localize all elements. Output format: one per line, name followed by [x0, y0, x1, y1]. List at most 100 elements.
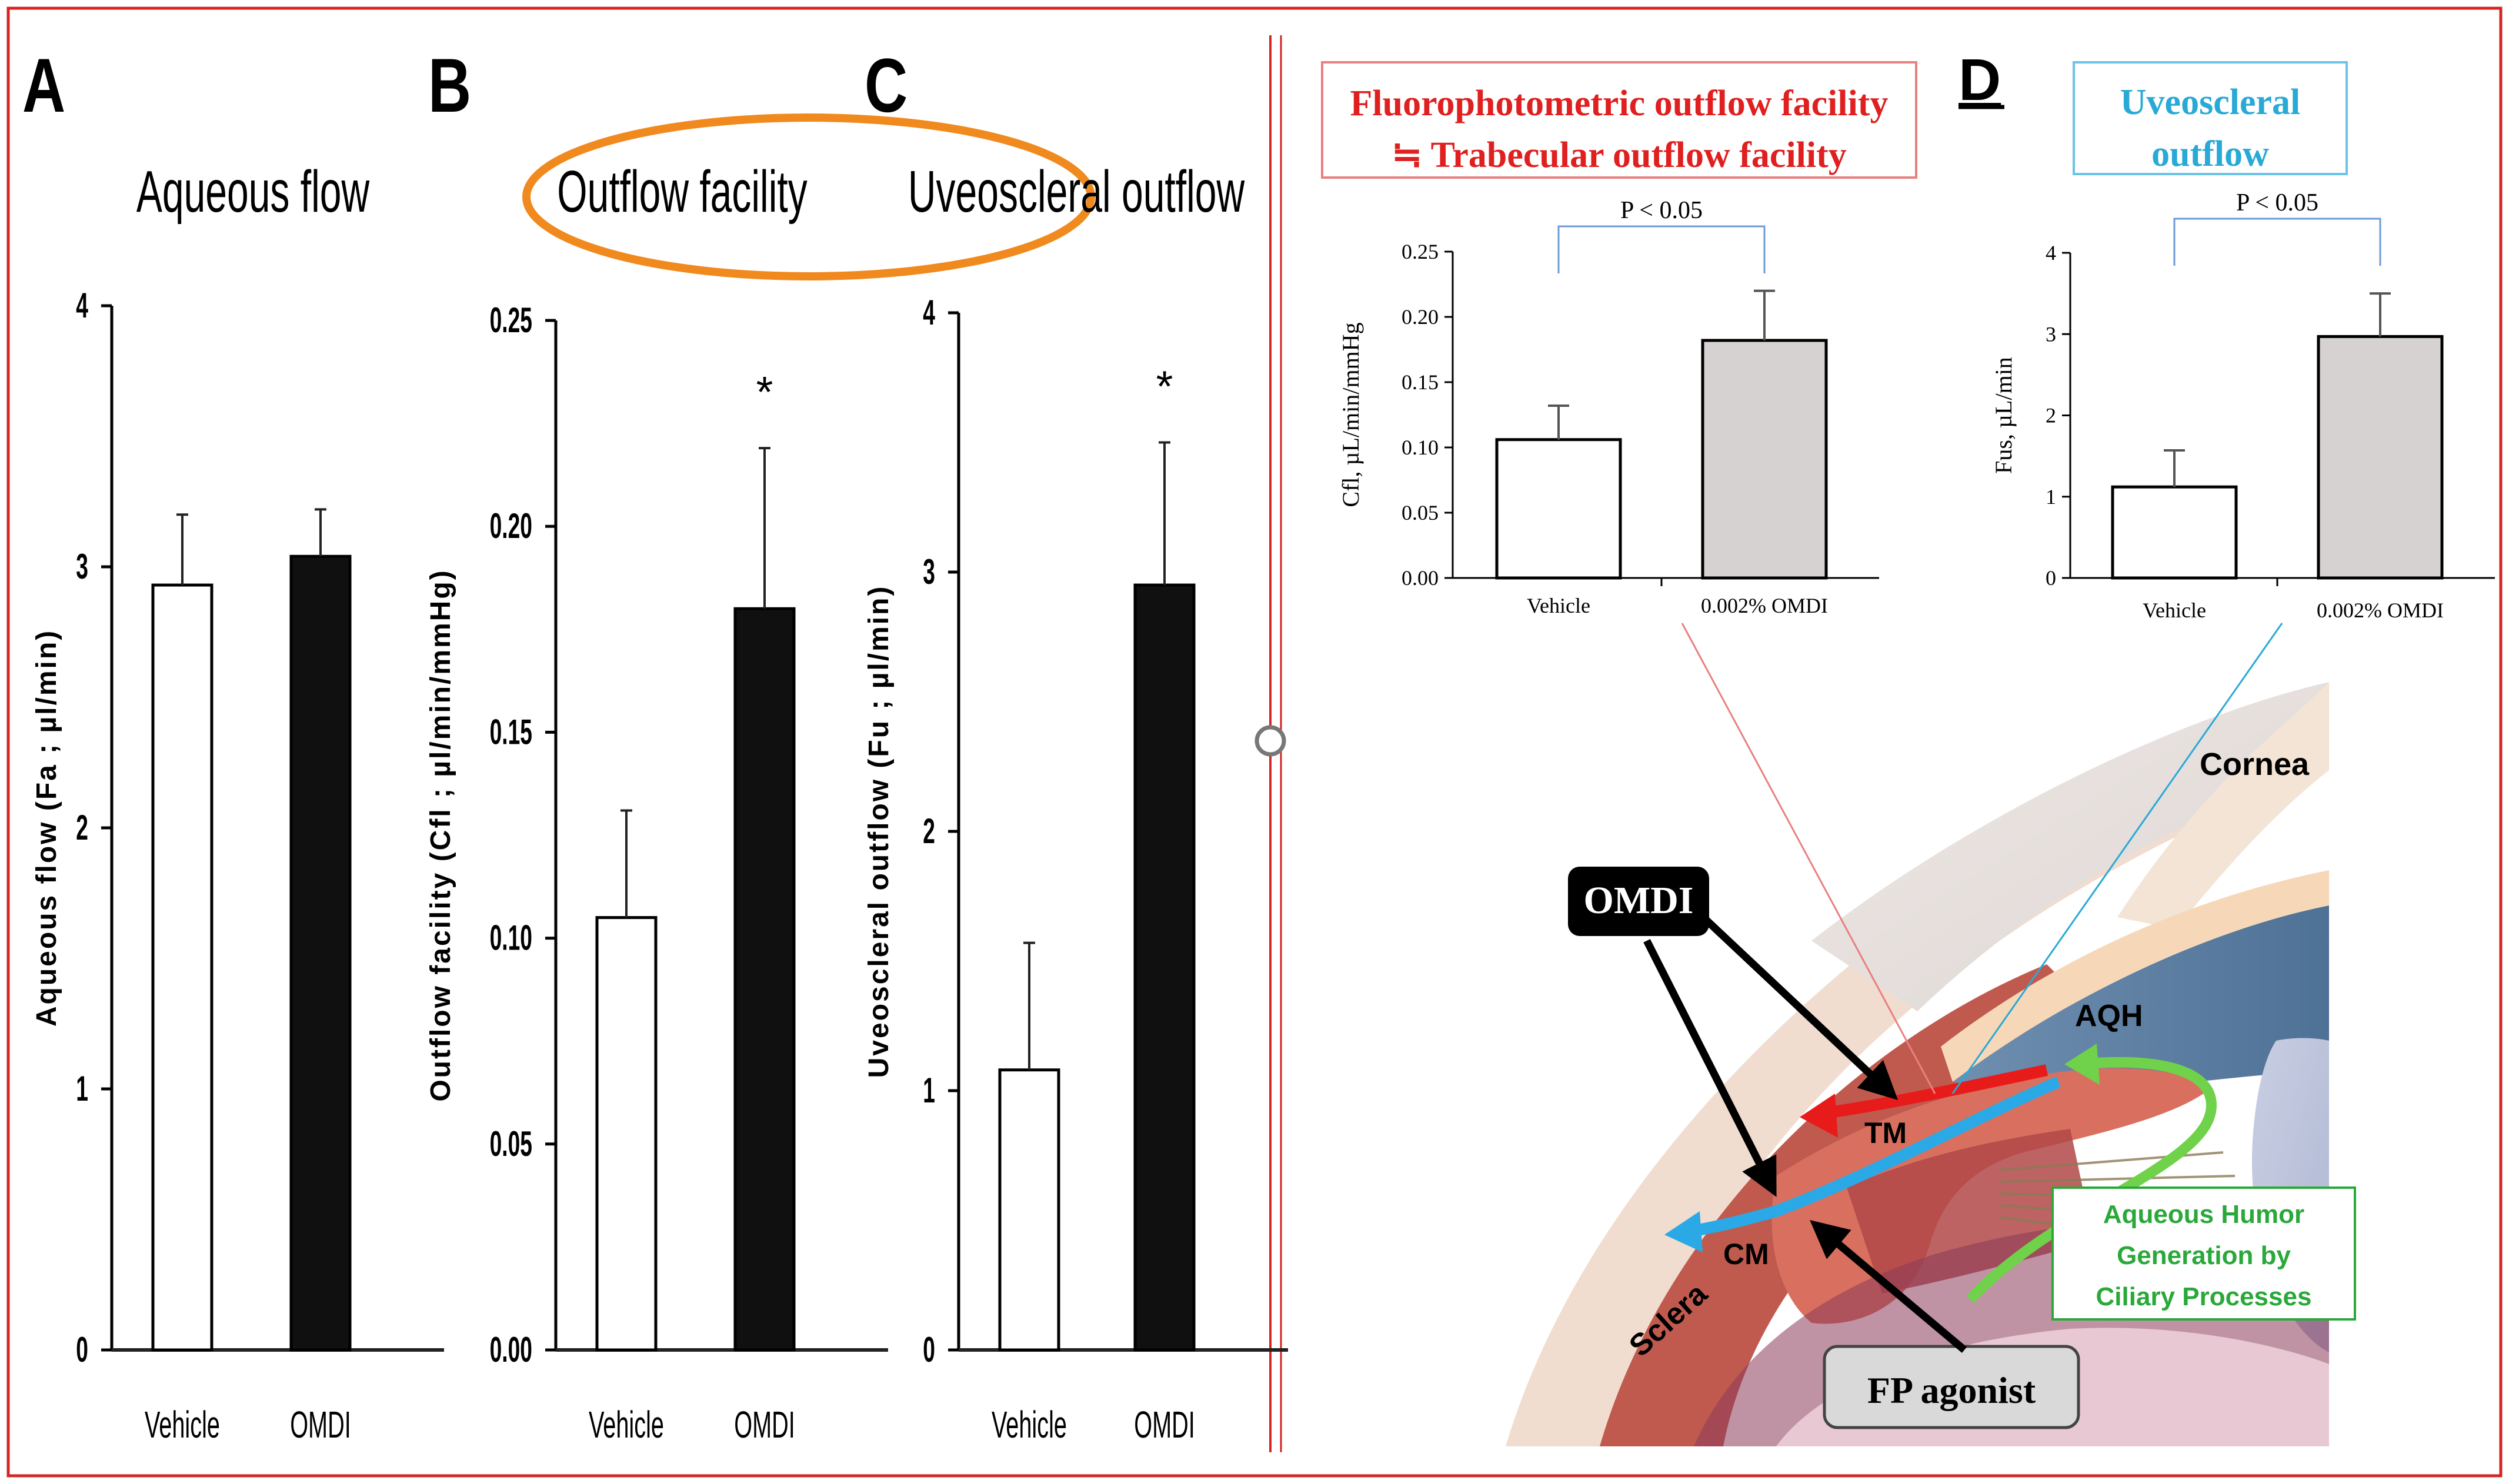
chart-title: Aqueous flow [136, 158, 370, 224]
y-tick-label: 1 [2046, 485, 2056, 509]
y-tick-label: 0.20 [1402, 305, 1439, 329]
bar [998, 1068, 1060, 1352]
chart-title: Uveoscleral outflow [908, 158, 1245, 224]
y-tick-label: 3 [2046, 322, 2056, 346]
blue-arrow-uveoscleral [1687, 1076, 2061, 1238]
uveoscleral-title-line1: Uveoscleral [2120, 82, 2300, 122]
comparison-bracket [1557, 225, 1766, 273]
comparison-bracket [2173, 218, 2381, 266]
x-category-label: 0.002% OMDI [1701, 594, 1828, 617]
y-tick-label: 3 [76, 547, 88, 586]
trabecular-title-line2: ≒ Trabecular outflow facility [1392, 135, 1847, 175]
significance-marker: * [1156, 362, 1173, 411]
bar [2317, 335, 2444, 580]
y-tick-label: 4 [2046, 241, 2056, 265]
bar [1133, 583, 1196, 1352]
x-category-label: OMDI [1134, 1405, 1195, 1446]
trabecular-title-line1: Fluorophotometric outflow facility [1350, 83, 1889, 123]
divider-handle-icon[interactable] [1254, 725, 1286, 757]
panel-letter-c: C [865, 42, 907, 128]
y-tick-label: 0 [923, 1330, 935, 1369]
y-tick-label: 4 [76, 286, 88, 325]
red-arrowhead-icon [1800, 1094, 1838, 1138]
fp-arrow-cm [1810, 1219, 1967, 1353]
y-tick-label: 1 [76, 1069, 88, 1108]
y-tick-label: 0.10 [490, 918, 532, 958]
y-axis-title: Fus, µL/min [1990, 357, 2017, 474]
aqueous-generation-line2: Generation by [2117, 1241, 2291, 1270]
y-tick-label: 4 [923, 293, 935, 332]
uveoscleral-title-box [2073, 61, 2348, 175]
x-category-label: Vehicle [992, 1405, 1067, 1446]
panel-letter-a: A [22, 42, 65, 128]
omdi-arrow-tm [1700, 914, 1899, 1101]
x-category-label: Vehicle [589, 1405, 664, 1446]
y-tick-label: 0 [76, 1330, 88, 1369]
y-axis-title: Outflow facility (Cfl ; µl/min/mmHg) [425, 569, 456, 1101]
y-tick-label: 0.00 [1402, 566, 1439, 590]
y-axis-title: Uveoscleral outflow (Fu ; µl/min) [863, 585, 895, 1078]
chart-aqueous-flow: 0 1 2 3 4 Aqueous flow (Fa ; µl/min) Aqueous f… [31, 158, 444, 1446]
label-cornea: Cornea [2200, 747, 2310, 782]
bar [289, 554, 352, 1352]
comparison-label: P < 0.05 [1620, 197, 1703, 224]
omdi-label: OMDI [1584, 879, 1694, 922]
uveoscleral-title-line2: outflow [2151, 134, 2269, 174]
aqueous-generation-line1: Aqueous Humor [2103, 1200, 2304, 1229]
label-tm: TM [1864, 1117, 1907, 1149]
y-axis-title: Cfl, µL/min/mmHg [1337, 322, 1364, 507]
significance-marker: * [756, 367, 773, 416]
label-cm: CM [1723, 1238, 1769, 1271]
cornea-outer [2117, 682, 2329, 929]
y-tick-label: 1 [923, 1071, 935, 1110]
y-tick-label: 0.20 [490, 506, 532, 546]
omdi-box [1568, 867, 1709, 936]
y-axis-title: Aqueous flow (Fa ; µl/min) [31, 629, 62, 1027]
y-tick-label: 0.10 [1402, 436, 1439, 459]
connector-blue [1951, 623, 2283, 1094]
y-tick-label: 0.15 [490, 712, 532, 751]
bar [151, 583, 213, 1352]
peach-layer [1941, 870, 2329, 1082]
anterior-chamber [1953, 905, 2329, 1099]
red-arrow-trabecular [1816, 1064, 2048, 1120]
chart-trabecular-outflow-facility: 0.00 0.05 0.10 0.15 0.20 0.25 Cfl, µL/min/mmHg… [1337, 197, 1879, 617]
y-tick-label: 0.25 [1402, 240, 1439, 263]
bar [733, 607, 796, 1352]
blue-arrowhead-icon [1664, 1211, 1703, 1252]
cornea-shape [1811, 682, 2329, 1011]
x-category-label: Vehicle [1527, 594, 1590, 617]
connector-red [1681, 623, 1936, 1094]
chart-uveoscleral-outflow: 0 1 2 3 4 Uveoscleral outflow (Fu ; µl/min) Uv… [863, 158, 1288, 1446]
label-aqh: AQH [2075, 999, 2143, 1033]
trabecular-title-box [1321, 61, 1917, 179]
eye-anatomy-illustration: Cornea AQH TM CM Sclera [1506, 682, 2329, 1446]
y-tick-label: 0 [2046, 566, 2056, 590]
y-tick-label: 0.05 [490, 1124, 532, 1164]
x-category-label: Vehicle [2143, 599, 2206, 622]
aqueous-generation-box [2051, 1186, 2356, 1321]
chart-title: Outflow facility [557, 158, 808, 224]
panel-letter-d: D [1959, 47, 2001, 113]
bar [2111, 485, 2238, 580]
chart-outflow-facility: 0.00 0.05 0.10 0.15 0.20 0.25 Outflow facility… [425, 158, 888, 1446]
y-tick-label: 0.25 [490, 300, 532, 340]
fp-agonist-box [1823, 1345, 2080, 1429]
panel-letter-b: B [428, 42, 471, 128]
aqueous-generation-line3: Ciliary Processes [2096, 1282, 2312, 1311]
bar [1495, 438, 1622, 580]
y-tick-label: 0.00 [490, 1330, 532, 1369]
y-tick-label: 2 [2046, 404, 2056, 427]
y-tick-label: 2 [76, 808, 88, 847]
green-arrowhead-icon [2064, 1044, 2100, 1085]
omdi-arrow-cm [1643, 939, 1777, 1197]
y-tick-label: 2 [923, 811, 935, 851]
fp-agonist-label: FP agonist [1867, 1369, 2036, 1411]
highlight-ellipse [522, 113, 1095, 280]
bar [595, 916, 658, 1352]
x-category-label: Vehicle [145, 1405, 220, 1446]
chart-uveoscleral-outflow-d: 0 1 2 3 4 Fus, µL/min Vehicle 0.002% OMDI P < 0.… [1990, 189, 2495, 622]
y-tick-label: 3 [923, 552, 935, 591]
x-category-label: OMDI [290, 1405, 351, 1446]
